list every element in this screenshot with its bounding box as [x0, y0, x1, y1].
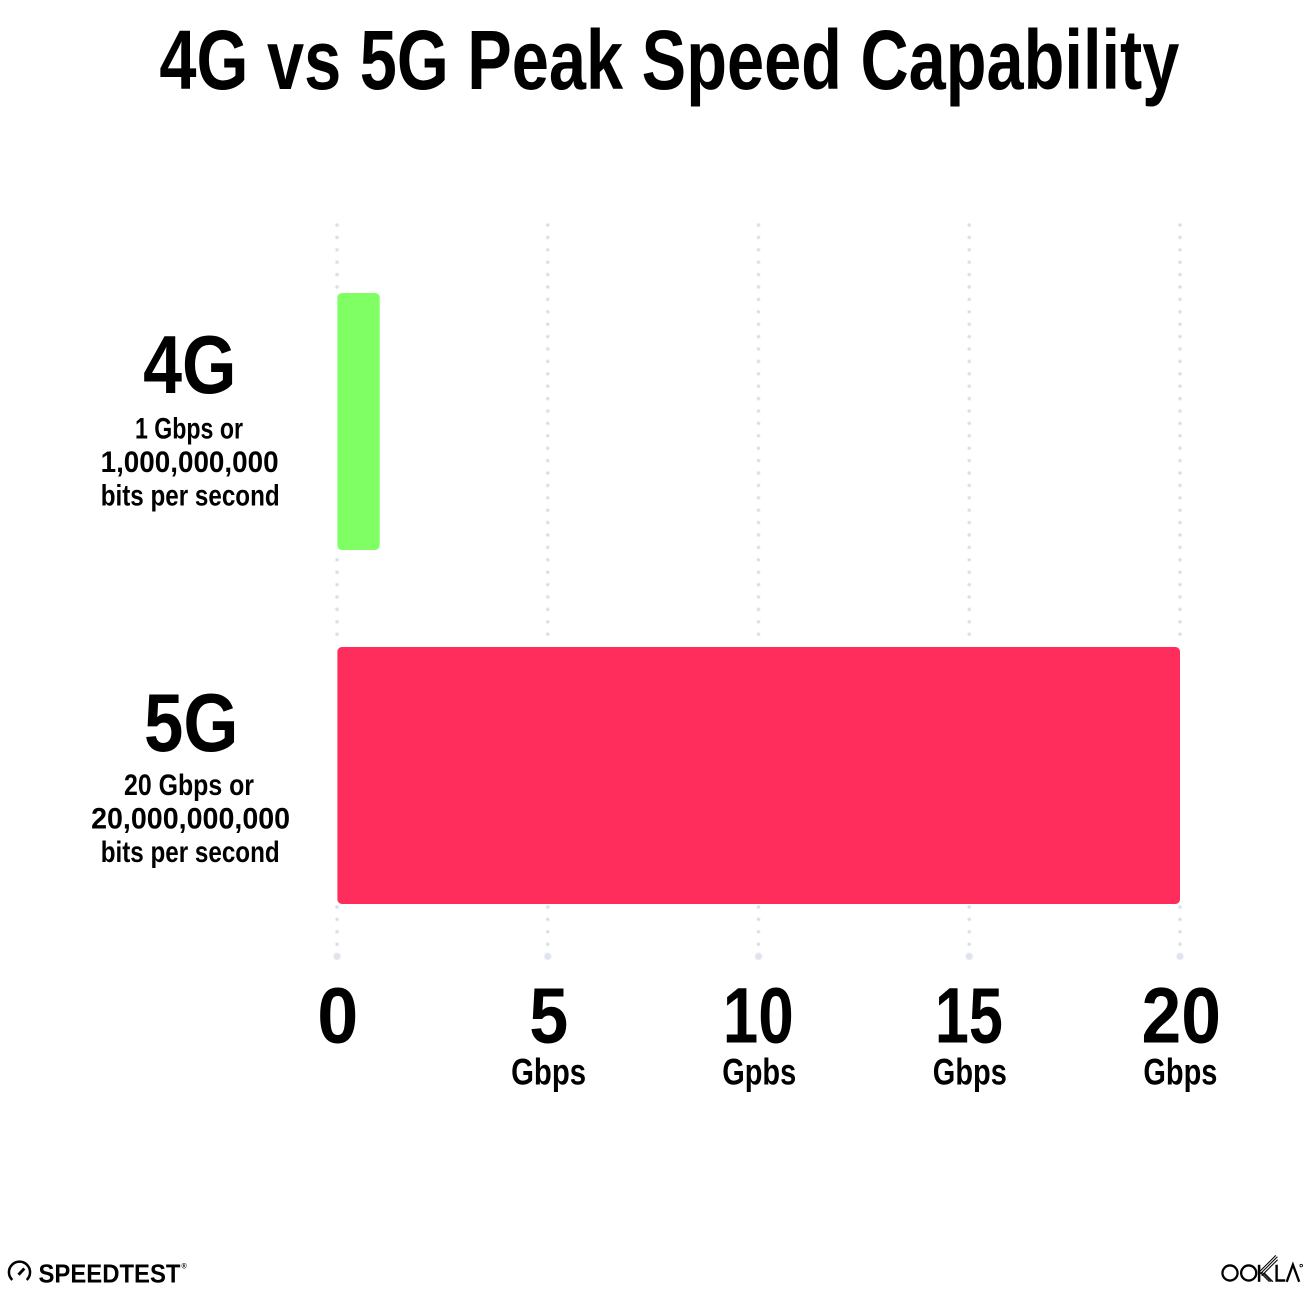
svg-text:1,000,000,000: 1,000,000,000 [101, 446, 279, 479]
svg-text:20: 20 [1142, 971, 1222, 1059]
svg-text:15: 15 [935, 971, 1003, 1059]
svg-text:bits per second: bits per second [101, 480, 280, 513]
svg-text:Gbps: Gbps [1143, 1051, 1217, 1092]
svg-text:5: 5 [529, 971, 568, 1059]
svg-text:0: 0 [317, 971, 358, 1059]
svg-text:Gpbs: Gpbs [722, 1051, 796, 1092]
svg-text:Gbps: Gbps [511, 1051, 586, 1092]
svg-text:10: 10 [723, 971, 794, 1059]
svg-text:bits per second: bits per second [101, 836, 280, 869]
svg-text:SPEEDTEST: SPEEDTEST [39, 1259, 181, 1289]
svg-text:1 Gbps or: 1 Gbps or [135, 413, 243, 446]
svg-text:4G vs 5G Peak Speed Capability: 4G vs 5G Peak Speed Capability [159, 13, 1179, 107]
svg-text:Gbps: Gbps [933, 1051, 1007, 1092]
svg-text:20 Gbps or: 20 Gbps or [124, 769, 254, 802]
svg-text:4G: 4G [143, 318, 236, 411]
svg-text:5G: 5G [144, 676, 238, 769]
svg-text:20,000,000,000: 20,000,000,000 [91, 803, 290, 836]
svg-text:®: ® [182, 1263, 188, 1271]
